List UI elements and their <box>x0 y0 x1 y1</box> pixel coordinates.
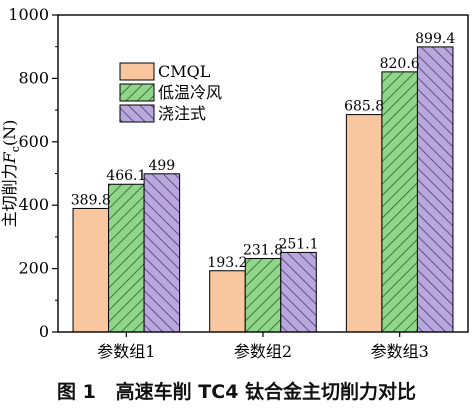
data-label: 499 <box>148 158 175 174</box>
legend-label-1: CMQL <box>158 62 211 81</box>
y-tick-label: 600 <box>18 132 49 151</box>
bar-2-1 <box>108 183 145 333</box>
bars-layer <box>72 46 454 333</box>
y-tick-label: 0 <box>39 322 49 341</box>
figure-number: 图 1 <box>56 380 96 403</box>
data-label: 685.8 <box>344 99 384 115</box>
data-label: 193.2 <box>207 255 247 271</box>
data-label: 231.8 <box>243 243 283 259</box>
legend-label-2: 低温冷风 <box>158 83 222 102</box>
legend-label-3: 浇注式 <box>158 104 206 123</box>
x-tick-label: 参数组3 <box>371 342 429 361</box>
figure-caption: 图 1 高速车削 TC4 钛合金主切削力对比 <box>0 372 473 408</box>
y-tick-label: 400 <box>18 195 49 214</box>
bar-3-1 <box>143 173 181 333</box>
data-label: 389.8 <box>71 192 111 208</box>
bar-3-2 <box>280 251 317 333</box>
bar-3-3 <box>416 46 454 333</box>
figure-title: 高速车削 TC4 钛合金主切削力对比 <box>115 380 417 403</box>
legend-swatch-1 <box>119 62 155 81</box>
legend-swatch-2 <box>119 83 155 102</box>
bar-1-3 <box>345 114 383 333</box>
legend-swatch-3 <box>119 104 155 123</box>
x-tick-label: 参数组1 <box>97 342 155 361</box>
bar-2-2 <box>244 258 282 333</box>
bar-1-2 <box>209 270 246 333</box>
x-tick-label: 参数组2 <box>234 342 292 361</box>
bar-1-1 <box>72 207 110 333</box>
data-label: 899.4 <box>415 31 455 47</box>
y-tick-label: 800 <box>18 68 49 87</box>
data-label: 466.1 <box>106 168 146 184</box>
data-label: 251.1 <box>278 236 318 252</box>
y-axis-label: 主切削力Fc(N) <box>0 120 22 228</box>
y-tick-label: 200 <box>18 259 49 278</box>
plot-frame <box>52 14 469 337</box>
y-tick-label: 1000 <box>8 5 49 24</box>
bar-2-3 <box>381 71 418 333</box>
data-label: 820.6 <box>380 56 420 72</box>
